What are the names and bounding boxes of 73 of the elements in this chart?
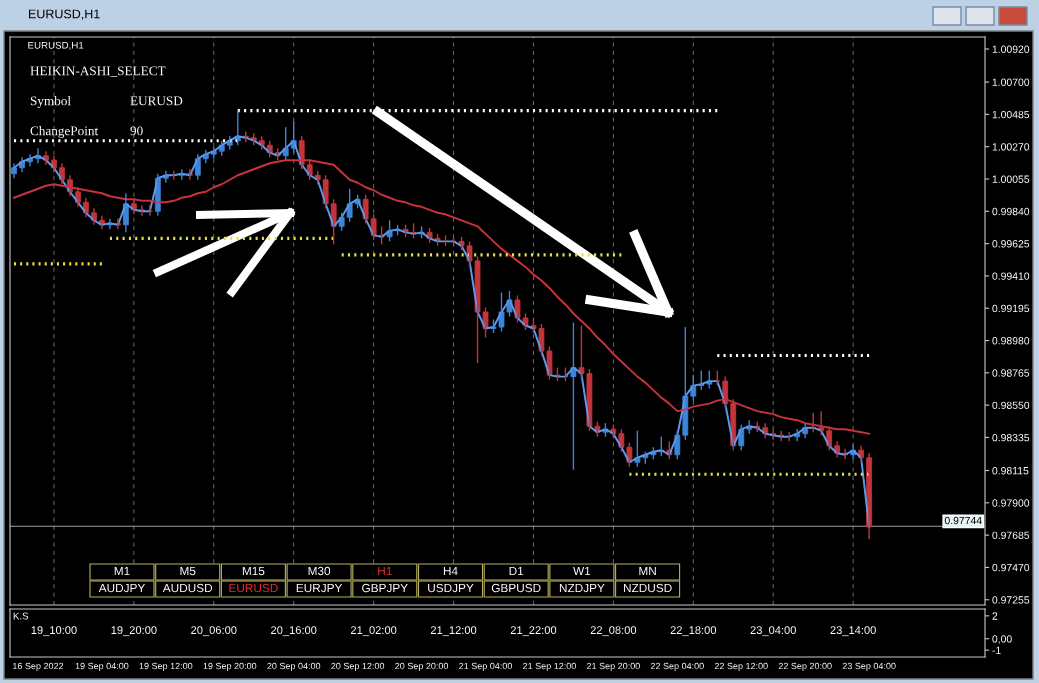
annotation: MN xyxy=(639,566,656,576)
x-tick-label: 20_06:00 xyxy=(191,626,237,637)
x-tick-label: 23_04:00 xyxy=(750,626,796,637)
x-tick-label: 22_18:00 xyxy=(670,626,717,637)
x-tick-label: 21 Sep 04:00 xyxy=(459,662,513,671)
x-tick-label: 16 Sep 2022 xyxy=(13,662,64,671)
y-tick-label: -1 xyxy=(992,646,1001,654)
y-tick-label: 0.98765 xyxy=(992,369,1030,377)
annotation: M5 xyxy=(180,566,196,576)
annotation: ChangePoint xyxy=(30,126,99,138)
y-tick-label: 1.00485 xyxy=(992,110,1030,119)
y-tick-label: 0,00 xyxy=(992,635,1012,644)
annotation: EURUSD xyxy=(130,96,183,106)
x-tick-label: 21_12:00 xyxy=(430,626,477,637)
y-tick-label: 1.00270 xyxy=(992,143,1030,151)
x-tick-label: 21 Sep 20:00 xyxy=(586,662,640,671)
annotation: AUDUSD xyxy=(162,583,213,593)
annotation: NZDJPY xyxy=(559,583,605,593)
x-tick-label: 21 Sep 12:00 xyxy=(523,662,576,671)
annotation: EURUSD xyxy=(229,583,278,593)
y-tick-label: 0.97255 xyxy=(992,596,1030,604)
chart-title: EURUSD,H1 xyxy=(29,9,100,20)
annotation: USDJPY xyxy=(428,583,474,593)
x-tick-label: 20 Sep 20:00 xyxy=(395,662,449,671)
annotation: NZDUSD xyxy=(623,583,672,593)
y-tick-label: 0.98115 xyxy=(992,467,1029,475)
annotation: K.S xyxy=(13,612,29,620)
y-tick-label: 0.97685 xyxy=(992,531,1030,539)
ref-line-label: 0.97744 xyxy=(944,516,982,525)
annotation: M30 xyxy=(308,566,331,576)
y-tick-label: 0.98550 xyxy=(992,401,1030,410)
chart-subtitle: EURUSD,H1 xyxy=(28,41,84,50)
annotation: M1 xyxy=(114,566,130,576)
annotation: HEIKIN-ASHI_SELECT xyxy=(30,66,166,77)
x-tick-label: 19 Sep 12:00 xyxy=(139,662,193,671)
annotation: Symbol xyxy=(30,96,71,108)
x-tick-label: 22 Sep 04:00 xyxy=(650,662,704,671)
annotation: H1 xyxy=(378,566,392,576)
y-tick-label: 1.00700 xyxy=(992,78,1030,86)
y-tick-label: 0.98980 xyxy=(992,337,1030,345)
x-tick-label: 19 Sep 20:00 xyxy=(203,662,257,671)
y-tick-label: 0.99840 xyxy=(992,207,1030,216)
y-tick-label: 0.97900 xyxy=(992,499,1030,507)
annotation: 90 xyxy=(130,126,143,136)
annotation: D1 xyxy=(509,566,524,576)
y-tick-label: 0.99625 xyxy=(992,240,1030,248)
x-tick-label: 23 Sep 04:00 xyxy=(842,662,896,671)
annotation: GBPUSD xyxy=(491,583,541,593)
x-tick-label: 20 Sep 12:00 xyxy=(331,662,385,671)
x-tick-label: 21_22:00 xyxy=(510,626,557,637)
annotation: M15 xyxy=(242,566,265,576)
x-tick-label: 22_08:00 xyxy=(590,626,637,637)
y-tick-label: 0.97470 xyxy=(992,563,1030,572)
x-tick-label: 20 Sep 04:00 xyxy=(267,662,321,671)
x-tick-label: 19_10:00 xyxy=(31,626,77,637)
y-tick-label: 2 xyxy=(992,612,998,620)
x-tick-label: 22 Sep 20:00 xyxy=(778,662,832,671)
x-tick-label: 21_02:00 xyxy=(351,626,397,637)
annotation: GBPJPY xyxy=(362,583,408,593)
x-tick-label: 19_20:00 xyxy=(111,626,157,637)
y-tick-label: 1.00055 xyxy=(992,175,1030,183)
annotation: EURJPY xyxy=(296,583,343,593)
x-tick-label: 22 Sep 12:00 xyxy=(714,662,768,671)
x-tick-label: 23_14:00 xyxy=(830,626,876,637)
y-tick-label: 0.98335 xyxy=(992,433,1030,442)
x-tick-label: 20_16:00 xyxy=(271,626,317,637)
annotation: H4 xyxy=(443,566,458,576)
y-tick-label: 1.00920 xyxy=(992,45,1030,53)
y-tick-label: 0.99195 xyxy=(992,304,1030,313)
annotation: W1 xyxy=(573,566,591,576)
y-tick-label: 0.99410 xyxy=(992,272,1030,280)
x-tick-label: 19 Sep 04:00 xyxy=(75,662,129,671)
annotation: AUDJPY xyxy=(98,583,146,593)
